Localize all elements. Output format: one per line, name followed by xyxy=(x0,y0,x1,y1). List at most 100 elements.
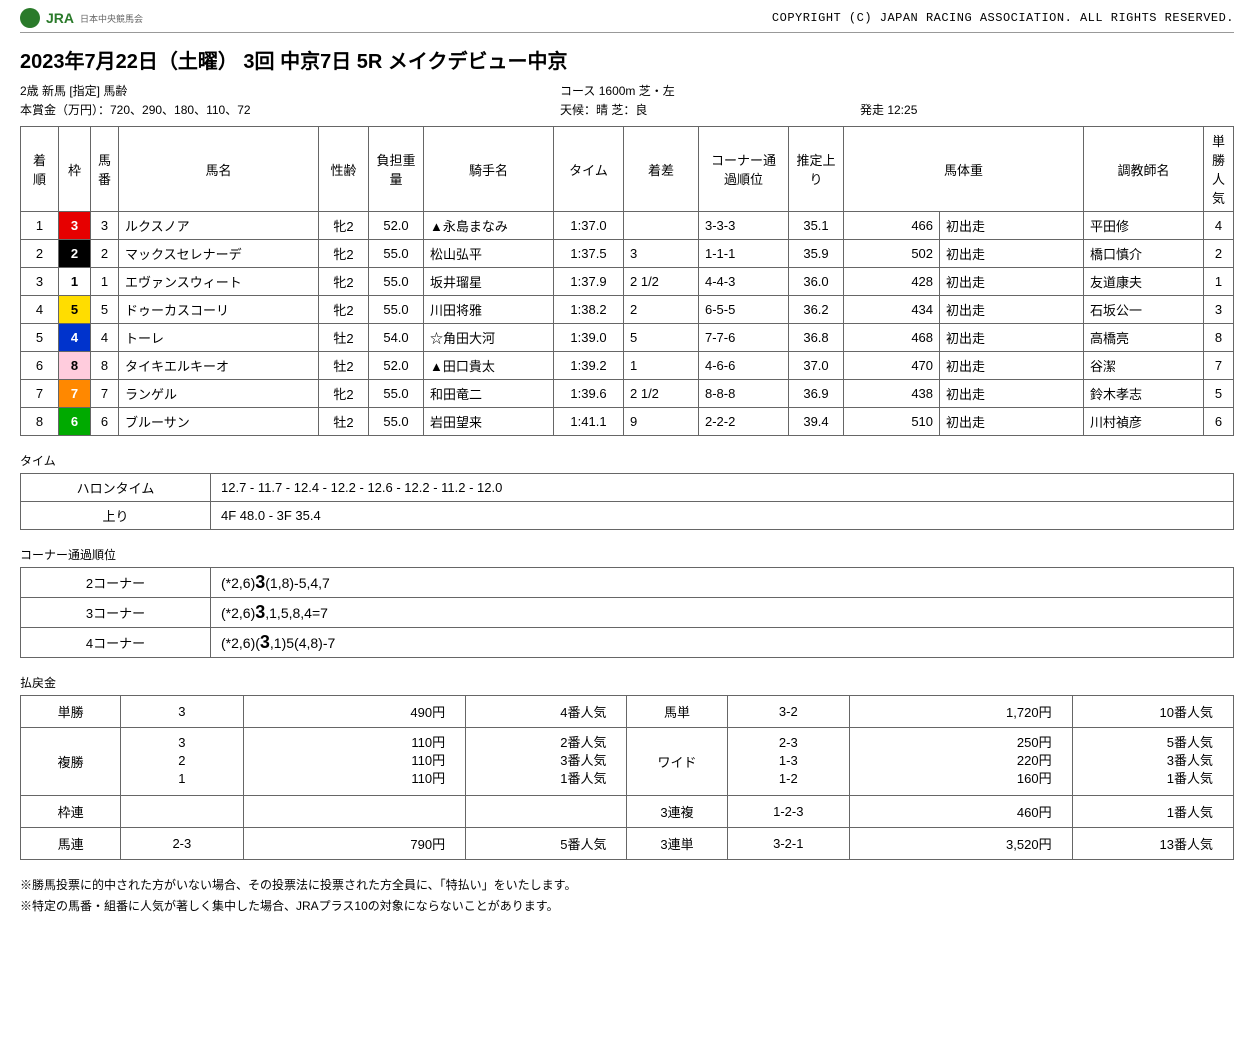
agari-label: 上り xyxy=(21,502,211,530)
cell: 55.0 xyxy=(369,240,424,268)
cell: 和田竜二 xyxy=(424,380,554,408)
cell: 初出走 xyxy=(940,408,1084,436)
meta-row-1: 2歳 新馬 [指定] 馬齢 コース 1600m 芝・左 xyxy=(20,82,1234,99)
payout-cell: 3-2 xyxy=(727,696,849,728)
cell: マックスセレナーデ xyxy=(119,240,319,268)
col-header: 性齢 xyxy=(319,127,369,212)
race-class: 2歳 新馬 [指定] 馬齢 xyxy=(20,82,560,99)
cell: 54.0 xyxy=(369,324,424,352)
cell: 434 xyxy=(844,296,940,324)
cell: 5 xyxy=(91,296,119,324)
result-row: 311エヴァンスウィート牝255.0坂井瑠星1:37.92 1/24-4-336… xyxy=(21,268,1234,296)
race-start: 発走 12:25 xyxy=(860,101,1234,118)
cell: 岩田望来 xyxy=(424,408,554,436)
cell: ドゥーカスコーリ xyxy=(119,296,319,324)
cell: ▲永島まなみ xyxy=(424,212,554,240)
cell: 川村禎彦 xyxy=(1084,408,1204,436)
cell: 502 xyxy=(844,240,940,268)
cell: 1 xyxy=(59,268,91,296)
payout-cell: 3-2-1 xyxy=(727,827,849,859)
halon-label: ハロンタイム xyxy=(21,474,211,502)
cell: 466 xyxy=(844,212,940,240)
payout-row: 枠連3連複1-2-3460円1番人気 xyxy=(21,795,1234,827)
cell: 牝2 xyxy=(319,240,369,268)
cell: 橋口慎介 xyxy=(1084,240,1204,268)
result-row: 866ブルーサン牡255.0岩田望来1:41.192-2-239.4510初出走… xyxy=(21,408,1234,436)
cell: 2 xyxy=(91,240,119,268)
payout-cell xyxy=(466,795,627,827)
cell: 1:39.0 xyxy=(554,324,624,352)
payout-cell: 2-3 xyxy=(121,827,243,859)
cell: 7 xyxy=(91,380,119,408)
cell: 平田修 xyxy=(1084,212,1204,240)
payout-cell: 5番人気3番人気1番人気 xyxy=(1072,728,1233,796)
cell: 初出走 xyxy=(940,212,1084,240)
cell: 1:41.1 xyxy=(554,408,624,436)
payout-row: 複勝321110円110円110円2番人気3番人気1番人気ワイド2-31-31-… xyxy=(21,728,1234,796)
cell xyxy=(624,212,699,240)
payout-cell: 1,720円 xyxy=(850,696,1073,728)
cell: 470 xyxy=(844,352,940,380)
cell: 55.0 xyxy=(369,268,424,296)
payout-cell: 110円110円110円 xyxy=(243,728,466,796)
payout-cell: 馬連 xyxy=(21,827,121,859)
cell: 牝2 xyxy=(319,268,369,296)
cell: 1:37.9 xyxy=(554,268,624,296)
cell: エヴァンスウィート xyxy=(119,268,319,296)
result-row: 222マックスセレナーデ牝255.0松山弘平1:37.531-1-135.950… xyxy=(21,240,1234,268)
payout-cell: 321 xyxy=(121,728,243,796)
cell: 初出走 xyxy=(940,296,1084,324)
cell: 55.0 xyxy=(369,408,424,436)
col-header: 着差 xyxy=(624,127,699,212)
payout-cell: 250円220円160円 xyxy=(850,728,1073,796)
cell: 5 xyxy=(59,296,91,324)
cell: 468 xyxy=(844,324,940,352)
cell: 初出走 xyxy=(940,324,1084,352)
cell: 5 xyxy=(1204,380,1234,408)
col-header: 単勝人気 xyxy=(1204,127,1234,212)
cell: 1:38.2 xyxy=(554,296,624,324)
cell: 36.9 xyxy=(789,380,844,408)
col-header: 枠 xyxy=(59,127,91,212)
payout-cell: 10番人気 xyxy=(1072,696,1233,728)
cell: 松山弘平 xyxy=(424,240,554,268)
cell: 37.0 xyxy=(789,352,844,380)
cell: 2 xyxy=(1204,240,1234,268)
cell: ランゲル xyxy=(119,380,319,408)
halon-row: ハロンタイム 12.7 - 11.7 - 12.4 - 12.2 - 12.6 … xyxy=(21,474,1234,502)
result-row: 133ルクスノア牝252.0▲永島まなみ1:37.03-3-335.1466初出… xyxy=(21,212,1234,240)
payout-cell: 枠連 xyxy=(21,795,121,827)
cell: 36.8 xyxy=(789,324,844,352)
cell: 4 xyxy=(1204,212,1234,240)
payout-cell: 3連単 xyxy=(627,827,727,859)
cell: 友道康夫 xyxy=(1084,268,1204,296)
result-row: 777ランゲル牝255.0和田竜二1:39.62 1/28-8-836.9438… xyxy=(21,380,1234,408)
cell: 6 xyxy=(59,408,91,436)
cell: 1:39.6 xyxy=(554,380,624,408)
payout-cell: 3 xyxy=(121,696,243,728)
cell: 3 xyxy=(59,212,91,240)
cell: 3 xyxy=(624,240,699,268)
footer-notes: ※勝馬投票に的中された方がいない場合、その投票法に投票された方全員に、「特払い」… xyxy=(20,876,1234,914)
cell: 438 xyxy=(844,380,940,408)
result-row: 544トーレ牡254.0☆角田大河1:39.057-7-636.8468初出走高… xyxy=(21,324,1234,352)
cell: 6-5-5 xyxy=(699,296,789,324)
col-header: 馬体重 xyxy=(844,127,1084,212)
corner-table: 2コーナー(*2,6)3(1,8)-5,4,73コーナー(*2,6)3,1,5,… xyxy=(20,567,1234,658)
logo-text: JRA xyxy=(46,10,74,26)
cell: 初出走 xyxy=(940,240,1084,268)
cell: 牝2 xyxy=(319,380,369,408)
corner-row: 4コーナー(*2,6)(3,1)5(4,8)-7 xyxy=(21,628,1234,658)
cell: 3 xyxy=(1204,296,1234,324)
col-header: 馬名 xyxy=(119,127,319,212)
cell: 7 xyxy=(21,380,59,408)
cell: 2-2-2 xyxy=(699,408,789,436)
cell: タイキエルキーオ xyxy=(119,352,319,380)
payout-section-label: 払戻金 xyxy=(20,674,1234,691)
race-prize: 本賞金（万円）：720、290、180、110、72 xyxy=(20,101,560,118)
cell: 2 xyxy=(21,240,59,268)
cell: 8-8-8 xyxy=(699,380,789,408)
cell: 2 1/2 xyxy=(624,380,699,408)
cell: 7 xyxy=(1204,352,1234,380)
cell: 鈴木孝志 xyxy=(1084,380,1204,408)
